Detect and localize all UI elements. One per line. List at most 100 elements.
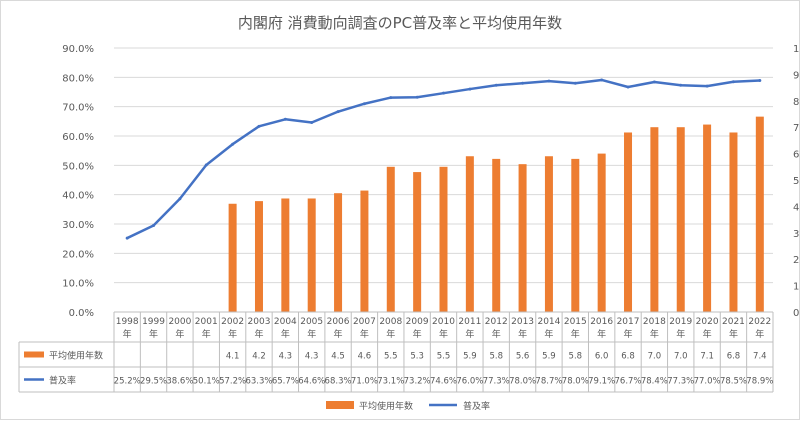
table-category-suffix: 年 [676,328,685,340]
table-category-year: 2012 [485,317,508,327]
table-cell: 38.6% [166,377,193,387]
line-point [547,79,551,83]
bar [386,166,395,312]
left-axis-tick-label: 20.0% [62,249,94,260]
table-category-suffix: 年 [624,328,633,340]
line-point [415,95,419,99]
left-axis-tick-label: 70.0% [62,103,94,114]
right-axis-tick-label: 4 [793,202,799,213]
table-cell: 7.0 [648,352,662,362]
table-category-year: 2021 [722,317,745,327]
table-cell: 74.6% [430,377,457,387]
table-cell: 78.9% [746,377,773,387]
table-category-year: 2022 [748,317,771,327]
bar [597,153,606,312]
table-cell: 25.2% [114,377,141,387]
bar [492,158,501,312]
table-row-label: 平均使用年数 [49,350,103,362]
table-cell: 65.7% [272,377,299,387]
table-cell: 73.2% [404,377,431,387]
table-category-year: 1999 [142,317,165,327]
table-category-year: 2020 [696,317,719,327]
line-point [758,79,762,83]
bar [281,198,290,312]
table-category-year: 2015 [564,317,587,327]
table-category-suffix: 年 [307,328,316,340]
line-point [679,83,683,87]
right-axis-tick-label: 3 [793,229,799,240]
bar [307,198,316,312]
table-cell: 5.6 [516,352,530,362]
chart-title: 内閣府 消費動向調査のPC普及率と平均使用年数 [238,14,562,32]
left-axis-tick-label: 0.0% [69,308,94,319]
bar [228,203,237,312]
bar [729,132,738,312]
table-category-year: 1998 [116,317,139,327]
table-cell: 7.4 [753,352,767,362]
table-cell: 71.0% [351,377,378,387]
table-category-suffix: 年 [518,328,527,340]
line-point [652,80,656,84]
right-axis-tick-label: 7 [793,123,799,134]
table-category-suffix: 年 [202,328,211,340]
table-cell: 4.1 [226,352,240,362]
left-axis-tick-label: 40.0% [62,191,94,202]
table-category-suffix: 年 [439,328,448,340]
right-axis: 0 1 2 3 4 5 6 7 8 9 10 [793,44,800,319]
table-category-year: 2016 [590,317,613,327]
legend-label-bars: 平均使用年数 [359,400,413,412]
right-axis-tick-label: 6 [793,150,799,161]
table-category-suffix: 年 [650,328,659,340]
table-cell: 78.4% [641,377,668,387]
line-point [310,121,314,125]
table-cell: 5.8 [489,352,503,362]
bar [755,116,764,312]
table-category-suffix: 年 [703,328,712,340]
line-point [731,80,735,84]
table-category-year: 2001 [195,317,218,327]
bar [650,127,659,312]
table-cell: 64.6% [298,377,325,387]
line-point [705,84,709,88]
line-point [362,102,366,106]
table-cell: 7.1 [700,352,714,362]
table-category-year: 2003 [248,317,271,327]
table-cell: 50.1% [193,377,220,387]
line-point [600,78,604,82]
table-cell: 77.3% [483,377,510,387]
right-axis-tick-label: 0 [793,308,799,319]
bar-series [228,116,764,312]
table-cell: 5.5 [437,352,451,362]
line-point [125,236,129,240]
table-category-suffix: 年 [413,328,422,340]
table-cell: 77.0% [694,377,721,387]
table-cell: 4.3 [279,352,293,362]
line-point [336,110,340,114]
table-category-year: 2004 [274,317,297,327]
table-cell: 29.5% [140,377,167,387]
table-cell: 5.8 [569,352,583,362]
table-cell: 78.5% [720,377,747,387]
left-axis-tick-label: 80.0% [62,73,94,84]
line-point [494,83,498,87]
table-category-year: 2018 [643,317,666,327]
table-cell: 5.3 [410,352,424,362]
left-axis-tick-label: 30.0% [62,220,94,231]
table-category-suffix: 年 [175,328,184,340]
table-category-year: 2011 [458,317,481,327]
table-cell: 73.1% [377,377,404,387]
line-series [125,78,762,240]
table-category-suffix: 年 [465,328,474,340]
table-category-suffix: 年 [254,328,263,340]
table-category-year: 2014 [537,317,560,327]
data-table: 1998年1999年2000年2001年2002年2003年2004年2005年… [18,311,774,393]
table-category-year: 2019 [669,317,692,327]
line-point [231,142,235,146]
bar [334,193,343,312]
table-category-suffix: 年 [123,328,132,340]
table-cell: 5.5 [384,352,398,362]
table-category-suffix: 年 [149,328,158,340]
bar [624,132,633,312]
